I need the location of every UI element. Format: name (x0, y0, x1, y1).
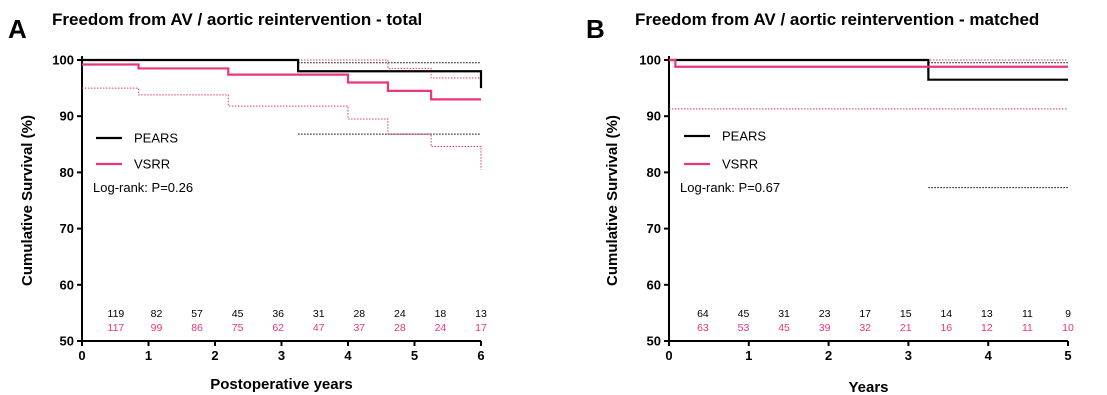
risk-vsrr-value: 11 (1022, 322, 1033, 334)
risk-vsrr-value: 28 (394, 322, 406, 334)
y-tick-label: 60 (647, 277, 661, 292)
chart-title: Freedom from AV / aortic reintervention … (635, 10, 1039, 29)
series-pears-line (82, 58, 483, 89)
risk-pears-value: 28 (353, 308, 365, 320)
risk-pears-value: 11 (1022, 308, 1033, 320)
panel-letter: A (8, 14, 27, 44)
risk-vsrr-value: 12 (981, 322, 993, 334)
risk-pears-value: 9 (1065, 308, 1071, 320)
logrank-annotation: Log-rank: P=0.67 (680, 180, 780, 195)
risk-pears-value: 57 (191, 308, 203, 320)
risk-vsrr-value: 17 (475, 322, 487, 334)
x-tick-label: 5 (1064, 348, 1071, 363)
risk-pears-value: 13 (981, 308, 993, 320)
risk-vsrr-value: 47 (313, 322, 325, 334)
risk-vsrr-value: 39 (819, 322, 831, 334)
y-tick-label: 100 (52, 53, 74, 68)
y-axis-label: Cumulative Survival (%) (19, 115, 36, 286)
risk-pears-value: 45 (738, 308, 750, 320)
x-tick-label: 4 (344, 348, 352, 363)
series-vsrr-ci-upper (82, 59, 481, 79)
risk-vsrr-value: 75 (232, 322, 244, 334)
risk-vsrr-value: 32 (859, 322, 871, 334)
x-axis-label: Years (848, 379, 888, 395)
panel-a: A Freedom from AV / aortic reintervention… (8, 10, 487, 393)
legend-label-vsrr: VSRR (722, 157, 758, 172)
chart-title: Freedom from AV / aortic reintervention … (52, 10, 422, 29)
risk-pears-value: 45 (232, 308, 244, 320)
risk-vsrr-value: 45 (778, 322, 790, 334)
risk-pears-value: 82 (151, 308, 163, 320)
x-tick-label: 3 (278, 348, 285, 363)
risk-vsrr-value: 53 (738, 322, 750, 334)
risk-pears-value: 36 (272, 308, 284, 320)
risk-pears-value: 31 (313, 308, 325, 320)
x-tick-label: 4 (985, 348, 993, 363)
y-tick-label: 50 (60, 334, 74, 349)
panel-letter: B (586, 14, 605, 44)
y-axis-label: Cumulative Survival (%) (604, 115, 621, 286)
y-tick-label: 60 (60, 277, 74, 292)
risk-pears-value: 17 (859, 308, 871, 320)
risk-vsrr-value: 10 (1062, 322, 1074, 334)
risk-vsrr-value: 99 (151, 322, 163, 334)
risk-vsrr-value: 86 (191, 322, 203, 334)
series-pears-line (669, 58, 1068, 81)
logrank-annotation: Log-rank: P=0.26 (93, 180, 193, 195)
y-tick-label: 80 (647, 165, 661, 180)
risk-pears-value: 119 (108, 308, 125, 320)
risk-pears-value: 14 (940, 308, 952, 320)
risk-vsrr-value: 21 (900, 322, 912, 334)
x-tick-label: 6 (477, 348, 484, 363)
risk-vsrr-value: 62 (272, 322, 284, 334)
y-tick-label: 90 (647, 109, 661, 124)
risk-vsrr-value: 117 (108, 322, 125, 334)
legend-label-pears: PEARS (134, 131, 178, 146)
risk-pears-value: 31 (778, 308, 790, 320)
risk-pears-value: 18 (435, 308, 447, 320)
x-tick-label: 5 (411, 348, 418, 363)
series-vsrr-line (669, 58, 1068, 68)
legend-label-pears: PEARS (722, 129, 766, 144)
x-tick-label: 2 (825, 348, 832, 363)
risk-pears-value: 24 (394, 308, 406, 320)
series-vsrr-ci-lower (82, 87, 482, 170)
x-tick-label: 3 (905, 348, 912, 363)
risk-pears-value: 15 (900, 308, 912, 320)
y-tick-label: 100 (639, 53, 661, 68)
y-tick-label: 50 (647, 334, 661, 349)
series-vsrr-line (82, 63, 481, 101)
risk-vsrr-value: 63 (697, 322, 709, 334)
risk-pears-value: 64 (697, 308, 709, 320)
x-tick-label: 1 (145, 348, 152, 363)
x-tick-label: 0 (78, 348, 85, 363)
x-tick-label: 1 (745, 348, 752, 363)
legend-label-vsrr: VSRR (134, 157, 170, 172)
y-tick-label: 80 (60, 165, 74, 180)
risk-pears-value: 13 (475, 308, 487, 320)
panel-b: B Freedom from AV / aortic reintervention… (586, 10, 1074, 395)
risk-pears-value: 23 (819, 308, 831, 320)
x-tick-label: 0 (665, 348, 672, 363)
risk-vsrr-value: 16 (940, 322, 952, 334)
x-axis-label: Postoperative years (210, 376, 353, 393)
y-tick-label: 90 (60, 109, 74, 124)
y-tick-label: 70 (647, 221, 661, 236)
y-tick-label: 70 (60, 221, 74, 236)
risk-vsrr-value: 37 (353, 322, 365, 334)
x-tick-label: 2 (211, 348, 218, 363)
risk-vsrr-value: 24 (435, 322, 447, 334)
